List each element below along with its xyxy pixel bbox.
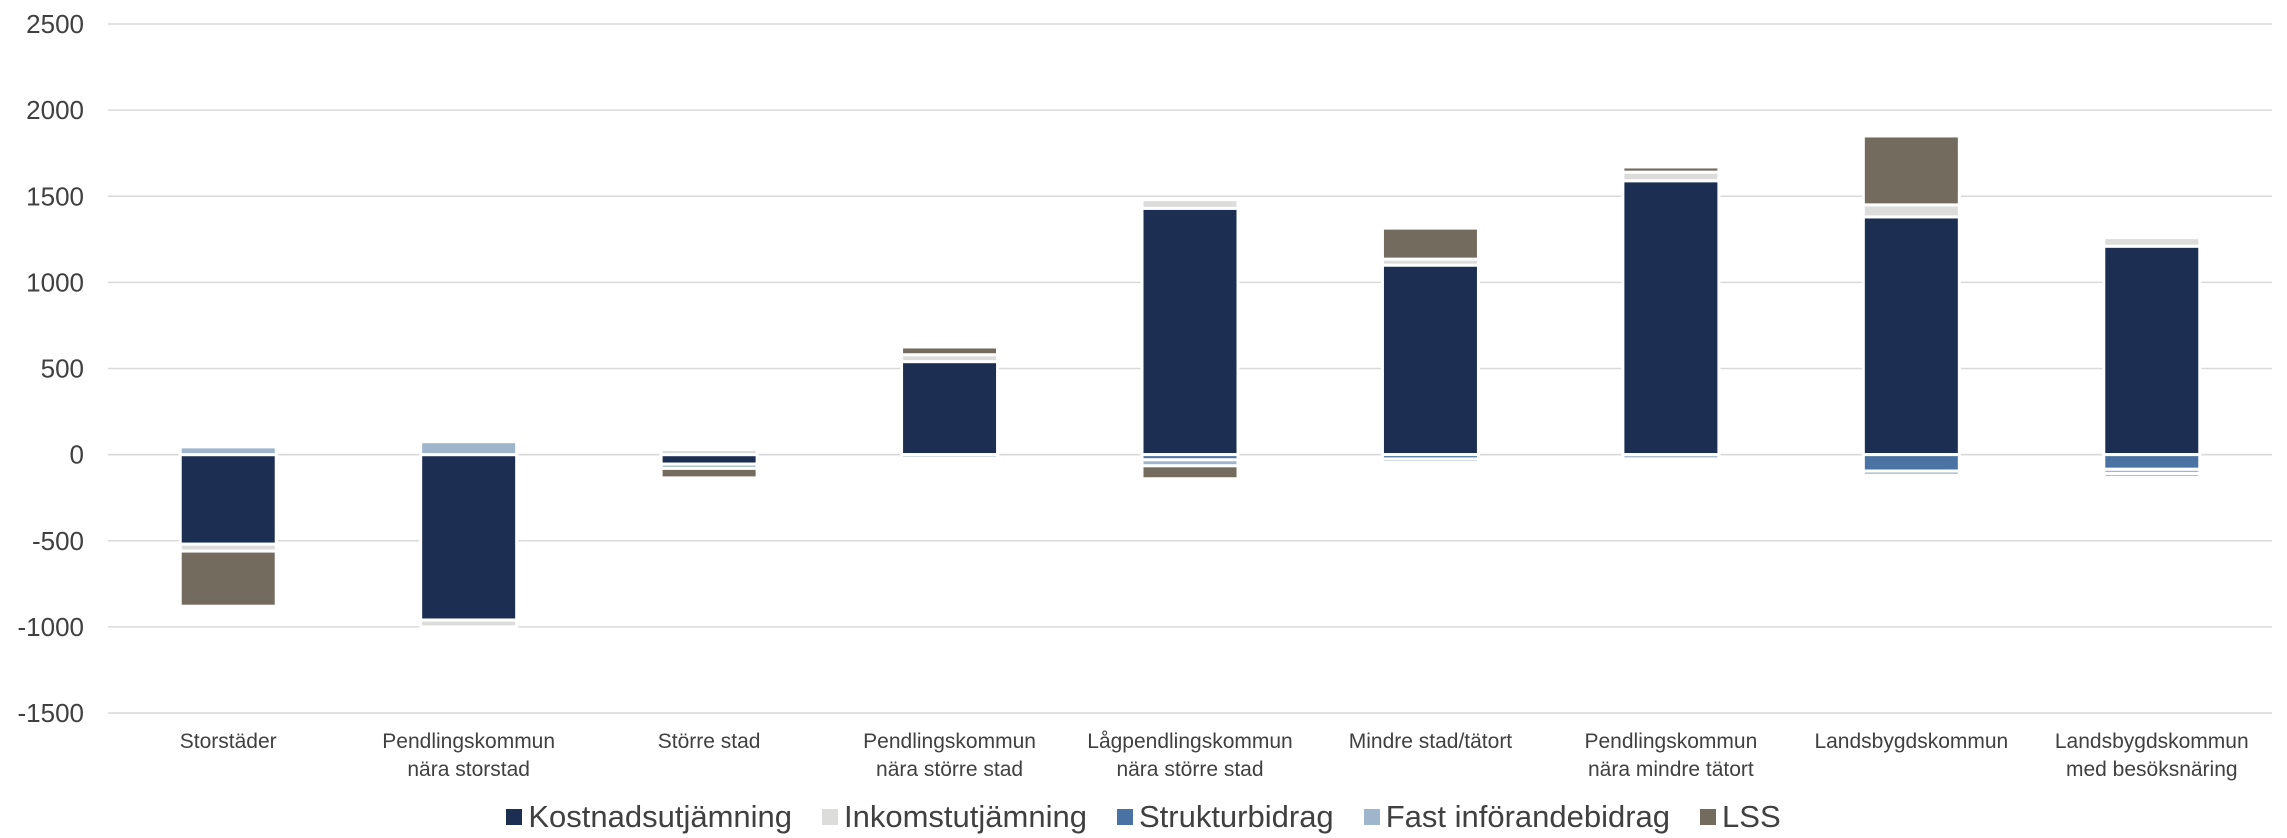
y-axis-tick-labels: 2500 2000 1500 1000 500 0 -500 -1000 -1500 [18, 9, 85, 728]
legend-swatch [1363, 809, 1380, 825]
legend-label: LSS [1722, 799, 1781, 834]
bar-segment [1380, 263, 1480, 457]
bar-segment [1861, 134, 1961, 207]
x-category-label: nära större stad [876, 758, 1023, 781]
y-tick-label: 1000 [26, 267, 84, 297]
x-category-label: Större stad [658, 730, 761, 753]
y-tick-label: -1000 [18, 612, 85, 642]
bar-segment [178, 549, 278, 608]
bar-segment [659, 466, 759, 480]
legend-item: LSS [1700, 799, 1781, 835]
bar-segment [1621, 179, 1721, 457]
legend-swatch [1116, 809, 1133, 825]
x-category-label: Lågpendlingskommun [1087, 730, 1292, 753]
legend-label: Kostnadsutjämning [528, 799, 793, 834]
x-category-label: Pendlingskommun [863, 730, 1036, 753]
x-category-label: Storstäder [180, 730, 277, 753]
bar-segment [2102, 236, 2202, 248]
legend-item: Fast införandebidrag [1363, 799, 1671, 835]
legend-label: Fast införandebidrag [1385, 799, 1671, 834]
legend-swatch [1700, 809, 1717, 825]
bar-segment [1861, 215, 1961, 457]
x-category-label: med besöksnäring [2066, 758, 2238, 781]
bar-segment [1621, 453, 1721, 461]
y-tick-label: -500 [32, 526, 84, 556]
bar-segment [1380, 226, 1480, 261]
x-category-label: Landsbygdskommun [2055, 730, 2249, 753]
x-category-label: Mindre stad/tätort [1349, 730, 1513, 753]
legend-item: Inkomstutjämning [822, 799, 1087, 835]
y-tick-label: 1500 [26, 181, 84, 211]
legend-swatch [506, 809, 523, 825]
y-tick-label: -1500 [18, 698, 85, 728]
y-tick-label: 2000 [26, 95, 84, 125]
bar-segment [1140, 198, 1240, 210]
bar-segment [1861, 453, 1961, 473]
x-category-label: nära större stad [1116, 758, 1263, 781]
legend-swatch [822, 809, 839, 825]
legend-label: Inkomstutjämning [844, 799, 1087, 834]
bar-segment [1621, 165, 1721, 174]
bar-segment [178, 445, 278, 457]
x-category-label: nära storstad [407, 758, 530, 781]
legend-label: Strukturbidrag [1138, 799, 1334, 834]
bar-segment [900, 345, 1000, 357]
y-tick-label: 0 [70, 440, 84, 470]
bar-segment [900, 360, 1000, 457]
y-tick-label: 2500 [26, 9, 84, 39]
bar-segment [659, 447, 759, 457]
bar-segment [1380, 457, 1480, 464]
bar-segment [419, 618, 519, 629]
legend-item: Strukturbidrag [1116, 799, 1334, 835]
bar-segment [2102, 244, 2202, 457]
bar-segment [1861, 203, 1961, 219]
y-tick-label: 500 [41, 354, 84, 384]
x-category-label: Pendlingskommun [382, 730, 555, 753]
bar-segment [1140, 206, 1240, 457]
x-category-label: Pendlingskommun [1585, 730, 1758, 753]
stacked-bar-chart: 2500 2000 1500 1000 500 0 -500 -1000 -1500 Stors… [18, 9, 2272, 781]
x-category-label: nära mindre tätort [1588, 758, 1754, 781]
bar-segment [2102, 472, 2202, 479]
legend: Kostnadsutjämning Inkomstutjämning Struktu… [0, 796, 2287, 838]
bar-segment [419, 440, 519, 457]
bar-segment [2102, 453, 2202, 471]
bar-segment [900, 453, 1000, 460]
bar-segment [178, 453, 278, 546]
x-axis-category-labels: Storstäder Pendlingskommun nära storstad St… [180, 730, 2249, 781]
bar-segment [1140, 464, 1240, 481]
x-category-label: Landsbygdskommun [1814, 730, 2008, 753]
bars [178, 134, 2202, 629]
legend-item: Kostnadsutjämning [506, 799, 792, 835]
bar-segment [1861, 469, 1961, 477]
bar-segment [419, 453, 519, 622]
